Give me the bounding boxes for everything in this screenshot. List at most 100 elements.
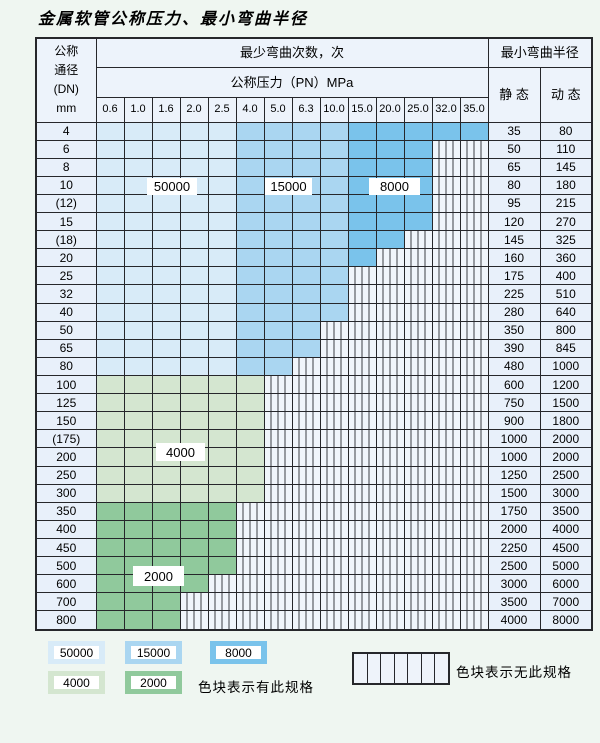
spec-cell [459, 483, 489, 503]
spec-cell [319, 157, 349, 177]
spec-cell [123, 193, 153, 214]
spec-cell [95, 356, 125, 377]
table-row: 500 2500 5000 [35, 556, 593, 576]
dynamic-radius-cell: 510 [539, 284, 593, 304]
pressure-col-header: 25.0 [403, 96, 433, 123]
spec-cell [459, 375, 489, 395]
dn-cell: (175) [35, 429, 97, 449]
spec-cell [207, 465, 237, 485]
spec-cell [235, 538, 265, 558]
spec-cell [123, 284, 153, 304]
spec-cell [431, 393, 461, 413]
spec-cell [263, 212, 293, 232]
spec-cell [319, 375, 349, 395]
spec-cell [95, 193, 125, 214]
static-radius-cell: 2250 [487, 538, 541, 558]
spec-cell [347, 121, 377, 141]
spec-cell [207, 356, 237, 377]
spec-cell [95, 501, 125, 521]
spec-cell [235, 393, 265, 413]
spec-cell [95, 610, 125, 631]
pressure-header: 公称压力（PN）MPa [95, 66, 489, 98]
radius-header: 最小弯曲半径 [487, 37, 593, 68]
spec-cell [319, 465, 349, 485]
table-row: 65 390 845 [35, 338, 593, 358]
spec-cell [179, 556, 209, 576]
spec-cell [431, 320, 461, 340]
spec-cell [179, 212, 209, 232]
spec-cell [347, 429, 377, 449]
static-radius-cell: 2500 [487, 556, 541, 576]
spec-cell [375, 610, 405, 631]
table-row: (18) 145 325 [35, 230, 593, 250]
spec-cell [291, 212, 321, 232]
static-radius-cell: 1500 [487, 483, 541, 503]
spec-cell [459, 592, 489, 612]
dynamic-radius-cell: 2500 [539, 465, 593, 485]
spec-cell [459, 212, 489, 232]
dynamic-radius-cell: 270 [539, 212, 593, 232]
dn-cell: 25 [35, 266, 97, 286]
spec-cell [95, 556, 125, 576]
spec-cell [95, 411, 125, 431]
spec-cell [347, 411, 377, 431]
static-radius-cell: 50 [487, 139, 541, 159]
spec-cell [459, 356, 489, 377]
spec-cell [151, 320, 181, 340]
spec-cell [123, 356, 153, 377]
pressure-col-header: 1.0 [123, 96, 153, 123]
dynamic-radius-cell: 110 [539, 139, 593, 159]
spec-cell [263, 284, 293, 304]
spec-cell [263, 230, 293, 250]
static-radius-cell: 65 [487, 157, 541, 177]
spec-cell [375, 338, 405, 358]
spec-cell [179, 375, 209, 395]
spec-cell [375, 556, 405, 576]
dn-cell: 10 [35, 175, 97, 195]
spec-cell [179, 483, 209, 503]
spec-cell [459, 193, 489, 214]
spec-cell [291, 574, 321, 594]
spec-cell [95, 139, 125, 159]
spec-cell [291, 121, 321, 141]
spec-cell [459, 501, 489, 521]
spec-cell [347, 556, 377, 576]
static-radius-cell: 1750 [487, 501, 541, 521]
legend-swatch-label: 8000 [216, 646, 261, 660]
spec-cell [151, 193, 181, 214]
spec-cell [263, 592, 293, 612]
table-row: 700 3500 7000 [35, 592, 593, 612]
static-radius-cell: 4000 [487, 610, 541, 631]
legend-stripe-cell [435, 654, 448, 683]
spec-cell [459, 139, 489, 159]
spec-cell [347, 592, 377, 612]
spec-cell [459, 411, 489, 431]
spec-cell [95, 212, 125, 232]
dn-cell: 4 [35, 121, 97, 141]
spec-cell [319, 284, 349, 304]
spec-cell [207, 212, 237, 232]
legend-swatch: 8000 [210, 641, 267, 664]
spec-cell [431, 139, 461, 159]
spec-cell [207, 538, 237, 558]
spec-cell [207, 157, 237, 177]
spec-cell [375, 356, 405, 377]
spec-cell [263, 393, 293, 413]
spec-cell [347, 157, 377, 177]
spec-cell [403, 338, 433, 358]
spec-cell [431, 429, 461, 449]
table-row: 450 2250 4500 [35, 538, 593, 558]
spec-cell [375, 320, 405, 340]
spec-table-wrap: 公称 通径 (DN) mm 最少弯曲次数，次 最小弯曲半径 公称压力（PN）MPa 静… [35, 37, 594, 631]
spec-cell [431, 356, 461, 377]
spec-cell [319, 320, 349, 340]
spec-cell [319, 429, 349, 449]
spec-cell [95, 266, 125, 286]
spec-cell [263, 429, 293, 449]
static-radius-cell: 600 [487, 375, 541, 395]
spec-cell [459, 429, 489, 449]
pressure-col-header: 5.0 [263, 96, 293, 123]
spec-cell [319, 519, 349, 540]
spec-cell [235, 193, 265, 214]
spec-cell [459, 175, 489, 195]
